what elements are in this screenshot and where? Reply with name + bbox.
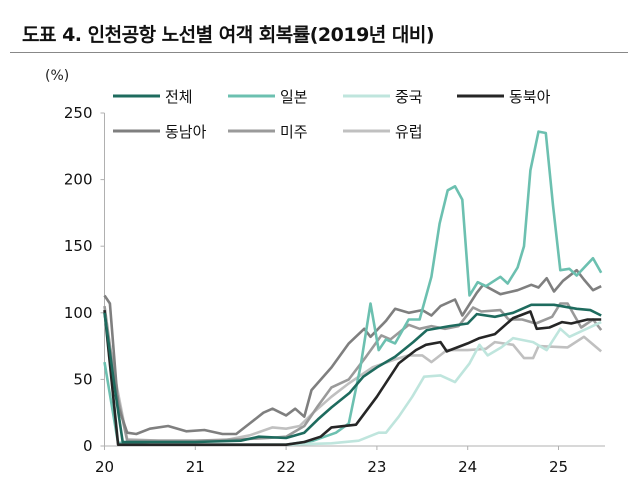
legend-label: 유럽 bbox=[395, 123, 423, 141]
y-tick-label: 150 bbox=[64, 237, 93, 255]
series-line-1 bbox=[103, 303, 602, 444]
y-tick-label: 100 bbox=[64, 304, 93, 322]
series-line-7 bbox=[103, 312, 603, 443]
chart-title: 도표 4. 인천공항 노선별 여객 회복률(2019년 대비) bbox=[22, 24, 435, 46]
y-tick-label: 250 bbox=[64, 104, 93, 122]
series-line-4 bbox=[103, 309, 602, 447]
y-axis-unit-label: (%) bbox=[45, 68, 70, 84]
y-tick-label: 50 bbox=[73, 370, 92, 388]
y-tick-label: 200 bbox=[64, 171, 93, 189]
series-line-5 bbox=[103, 268, 602, 436]
series-line-2 bbox=[103, 130, 603, 447]
x-tick-label: 23 bbox=[367, 458, 386, 476]
legend-label: 미주 bbox=[280, 123, 308, 141]
x-tick-label: 25 bbox=[549, 458, 568, 476]
legend-label: 중국 bbox=[395, 88, 423, 106]
title-divider bbox=[10, 52, 628, 53]
legend-label: 일본 bbox=[280, 88, 308, 106]
x-tick-label: 22 bbox=[277, 458, 296, 476]
x-tick-label: 20 bbox=[95, 458, 114, 476]
x-tick-label: 21 bbox=[186, 458, 205, 476]
legend-label: 동남아 bbox=[165, 123, 207, 141]
y-tick-label: 0 bbox=[83, 437, 93, 455]
x-tick-label: 24 bbox=[458, 458, 477, 476]
series-line-6 bbox=[103, 302, 603, 443]
legend-label: 동북아 bbox=[509, 88, 551, 106]
legend-label: 전체 bbox=[165, 88, 193, 106]
